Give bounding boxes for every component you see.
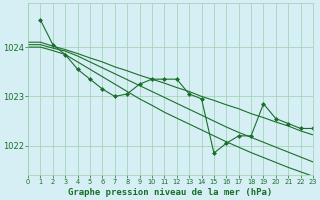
- X-axis label: Graphe pression niveau de la mer (hPa): Graphe pression niveau de la mer (hPa): [68, 188, 273, 197]
